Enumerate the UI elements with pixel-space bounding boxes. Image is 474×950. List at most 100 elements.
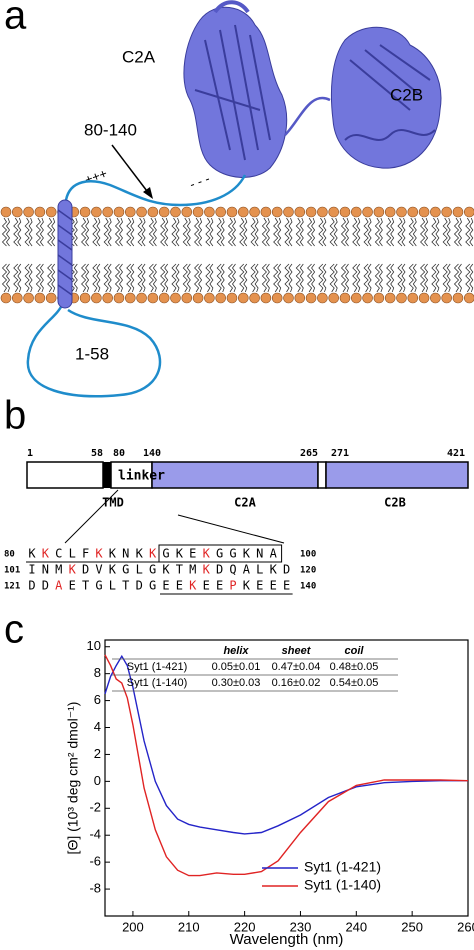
position-label: 271 (331, 448, 349, 459)
residue: K (136, 547, 144, 561)
residue: D (42, 579, 49, 593)
lipid-head (430, 292, 441, 304)
lipid-head (339, 292, 351, 304)
position-label: 1 (27, 448, 33, 459)
lipid-head (91, 206, 102, 218)
residue: L (69, 547, 76, 561)
lipid-head (441, 292, 453, 304)
lipid-head (384, 292, 396, 304)
lipid-tail (363, 217, 372, 293)
lipid-head (125, 292, 136, 304)
tm-helix (57, 199, 73, 309)
series-line (104, 654, 468, 835)
panel-label: b (4, 394, 26, 438)
residue: K (176, 547, 184, 561)
panel-label: c (4, 608, 24, 652)
lipid-head (294, 292, 306, 304)
residue: F (82, 547, 89, 561)
lipid-tail (205, 217, 214, 293)
residue: T (122, 579, 129, 593)
residue: E (69, 579, 76, 593)
x-tick-label: 260 (457, 919, 474, 934)
lipid-head (226, 292, 238, 304)
lipid-head (441, 206, 453, 218)
y-tick-label: 8 (94, 665, 101, 680)
residue: E (283, 579, 290, 593)
residue: T (82, 579, 89, 593)
c2b-box (325, 461, 469, 489)
lipid-head (384, 206, 396, 218)
lipid-head (238, 206, 249, 218)
sequence-end: 140 (300, 582, 316, 592)
residue: L (136, 563, 143, 577)
lipid-tail (13, 217, 22, 293)
x-tick-label: 250 (401, 919, 423, 934)
lipid-tail (465, 217, 474, 293)
residue: G (229, 547, 236, 561)
lipid-head (328, 292, 340, 304)
residue: I (28, 563, 35, 577)
lipid-head (192, 206, 204, 218)
lipid-tail (239, 217, 248, 293)
tmd-block (103, 462, 111, 488)
linker-chain (64, 174, 247, 207)
lipid-head (452, 292, 464, 304)
lipid-head (283, 206, 294, 218)
domain-label: C2B (390, 85, 423, 104)
residue: L (256, 563, 263, 577)
residue: D (283, 563, 290, 577)
lipid-head (45, 292, 57, 304)
table-cell: 0.05±0.01 (212, 661, 261, 673)
lipid-head (362, 292, 373, 304)
sequence-end: 100 (300, 550, 316, 560)
residue: N (256, 547, 263, 561)
membrane (0, 206, 474, 304)
table-header: sheet (282, 645, 312, 657)
lipid-head (34, 206, 46, 218)
table-cell: 0.54±0.05 (330, 677, 379, 689)
region-label: 80-140 (84, 120, 137, 139)
domain-label: TMD (102, 496, 124, 510)
x-tick-label: 200 (122, 919, 144, 934)
residue: D (28, 579, 35, 593)
lipid-tail (307, 217, 316, 293)
lipid-tail (352, 217, 361, 293)
x-tick-label: 230 (290, 919, 312, 934)
lipid-tail (35, 217, 44, 293)
sequence-start: 101 (4, 566, 20, 576)
table-cell: 0.16±0.02 (272, 677, 321, 689)
residue: N (42, 563, 49, 577)
lipid-head (158, 292, 170, 304)
lipid-head (170, 292, 181, 304)
residue: K (203, 563, 211, 577)
lipid-head (418, 206, 430, 218)
position-label: 265 (300, 448, 318, 459)
lipid-tail (318, 217, 327, 293)
residue: E (203, 579, 210, 593)
lipid-head (170, 206, 181, 218)
lipid-head (260, 292, 272, 304)
lipid-head (136, 206, 147, 218)
lipid-head (238, 292, 249, 304)
box (158, 544, 283, 563)
table-cell: 0.48±0.05 (330, 661, 379, 673)
lipid-head (373, 292, 385, 304)
lipid-tail (340, 217, 349, 293)
panel-label: a (4, 0, 27, 38)
zoom-line (64, 489, 119, 544)
lipid-head (294, 206, 306, 218)
lipid-head (215, 292, 226, 304)
lipid-tail (261, 217, 270, 293)
lipid-head (215, 206, 226, 218)
lipid-head (317, 292, 328, 304)
lipid-head (79, 292, 91, 304)
y-tick-label: -2 (89, 800, 101, 815)
residue: G (149, 579, 156, 593)
lipid-head (204, 206, 215, 218)
residue: K (109, 547, 117, 561)
x-axis-label: Wavelength (nm) (230, 931, 344, 948)
table-cell: Syt1 (1-140) (127, 677, 188, 689)
y-tick-label: 4 (94, 719, 101, 734)
zoom-line (177, 514, 285, 544)
